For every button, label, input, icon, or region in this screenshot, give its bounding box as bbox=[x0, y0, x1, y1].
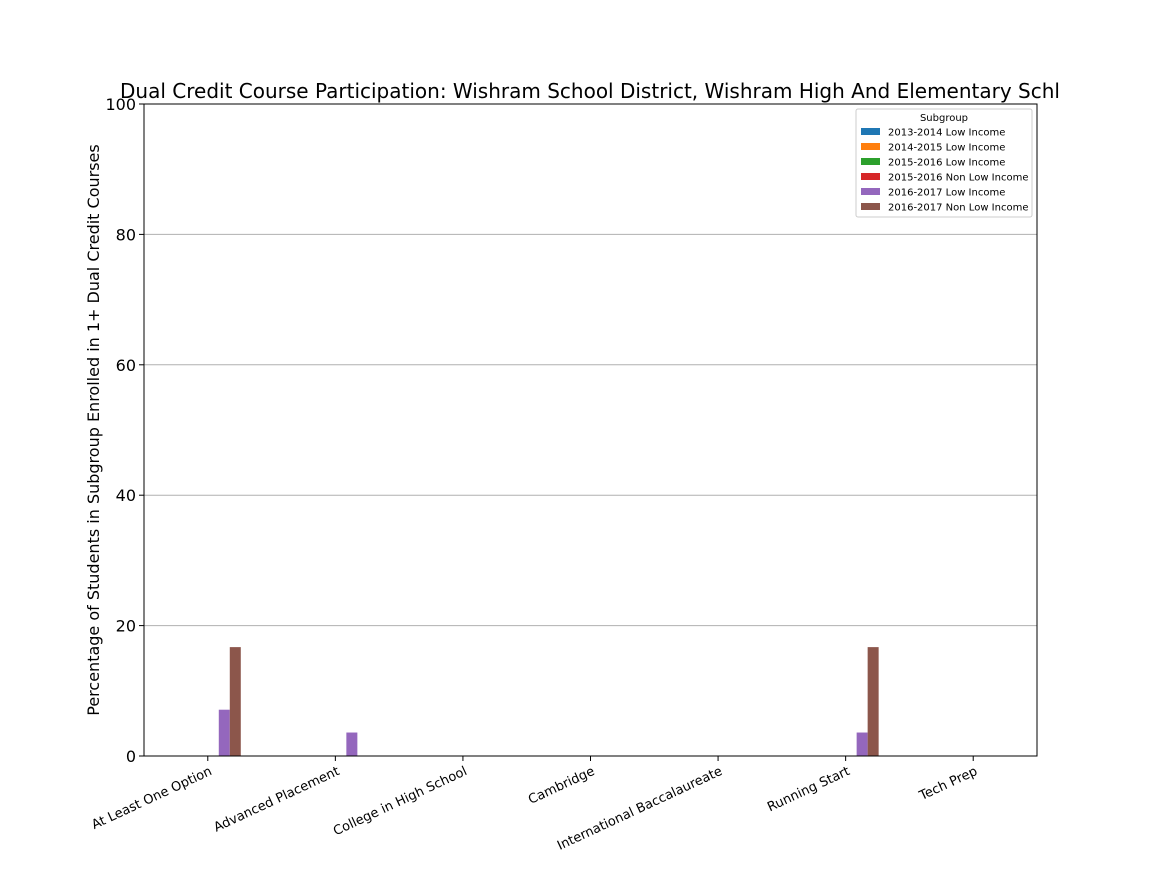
legend-swatch bbox=[861, 203, 880, 210]
legend-title: Subgroup bbox=[920, 113, 968, 124]
bar bbox=[856, 732, 868, 756]
chart-title: Dual Credit Course Participation: Wishra… bbox=[120, 79, 1060, 103]
y-tick-label: 80 bbox=[116, 225, 136, 244]
y-tick-label: 20 bbox=[116, 617, 136, 636]
y-axis-label: Percentage of Students in Subgroup Enrol… bbox=[84, 144, 103, 715]
gridlines bbox=[144, 233, 1037, 627]
legend-swatch bbox=[861, 128, 880, 135]
y-tick-label: 40 bbox=[116, 486, 136, 505]
y-tick-label: 0 bbox=[126, 747, 136, 766]
bar bbox=[346, 732, 358, 756]
legend: Subgroup 2013-2014 Low Income 2014-2015 L… bbox=[855, 108, 1033, 218]
legend-items: 2013-2014 Low Income 2014-2015 Low Income… bbox=[861, 128, 1028, 214]
legend-label: 2015-2016 Non Low Income bbox=[888, 173, 1028, 184]
x-tick-label: At Least One Option bbox=[90, 764, 215, 833]
x-tick-label: College in High School bbox=[331, 764, 469, 839]
legend-label: 2016-2017 Low Income bbox=[888, 188, 1005, 199]
x-tick-label: Cambridge bbox=[526, 764, 597, 808]
x-tick-label: Advanced Placement bbox=[212, 764, 342, 835]
legend-swatch bbox=[861, 188, 880, 195]
legend-label: 2013-2014 Low Income bbox=[888, 128, 1005, 139]
x-tick-label: Tech Prep bbox=[916, 764, 980, 804]
bar bbox=[218, 709, 230, 756]
legend-label: 2016-2017 Non Low Income bbox=[888, 203, 1028, 214]
y-tick-label: 100 bbox=[105, 95, 136, 114]
legend-label: 2014-2015 Low Income bbox=[888, 143, 1005, 154]
bars bbox=[218, 647, 879, 756]
legend-swatch bbox=[861, 143, 880, 150]
legend-swatch bbox=[861, 173, 880, 180]
x-tick-label: Running Start bbox=[765, 764, 852, 815]
bar bbox=[229, 647, 241, 756]
legend-swatch bbox=[861, 158, 880, 165]
y-tick-label: 60 bbox=[116, 356, 136, 375]
legend-label: 2015-2016 Low Income bbox=[888, 158, 1005, 169]
y-axis: 0 20 40 60 80 100 bbox=[105, 95, 144, 766]
bar bbox=[867, 647, 879, 756]
legend-box bbox=[855, 108, 1033, 218]
